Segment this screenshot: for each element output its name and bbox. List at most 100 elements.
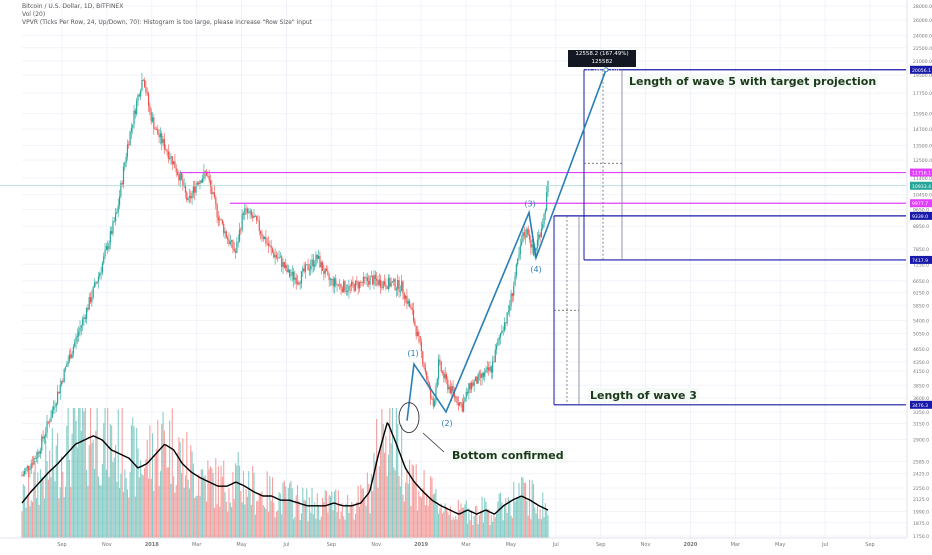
- volume-bar: [464, 504, 466, 538]
- candle-body: [397, 280, 399, 289]
- candle-body: [277, 257, 279, 259]
- y-tick-label: 3850.0: [913, 383, 929, 389]
- candle-body: [46, 421, 48, 433]
- candle-body: [332, 278, 334, 287]
- candle-body: [274, 255, 276, 258]
- volume-bar: [217, 466, 219, 538]
- price-label-text: 10933.4: [912, 184, 931, 190]
- candle-body: [465, 391, 467, 398]
- candle-body: [310, 266, 312, 270]
- volume-bar: [467, 523, 469, 538]
- candle-body: [217, 217, 220, 221]
- candle-body: [85, 308, 88, 319]
- volume-bar: [240, 491, 242, 538]
- volume-bar: [101, 464, 103, 538]
- volume-bar: [175, 484, 177, 538]
- volume-bar: [83, 411, 85, 538]
- volume-bar: [496, 513, 498, 538]
- candle-body: [531, 244, 533, 248]
- candle-body: [282, 262, 284, 267]
- volume-bar: [335, 489, 337, 538]
- candle-body: [451, 386, 453, 394]
- candle-body: [122, 167, 125, 185]
- volume-bar: [535, 513, 537, 538]
- volume-bar: [331, 491, 333, 538]
- candle-body: [354, 281, 357, 291]
- volume-bar: [282, 482, 284, 538]
- candle-body: [461, 403, 463, 412]
- candle-body: [495, 345, 498, 350]
- volume-bar: [37, 472, 39, 538]
- volume-bar: [296, 485, 299, 538]
- candle-body: [63, 369, 65, 382]
- volume-bar: [307, 521, 309, 538]
- candle-body: [411, 307, 413, 310]
- candle-body: [287, 269, 289, 272]
- candle-body: [26, 466, 28, 469]
- candle-body: [382, 281, 384, 288]
- volume-bar: [266, 471, 268, 538]
- volume-bar: [473, 516, 475, 538]
- candle-body: [452, 386, 454, 392]
- volume-bar: [216, 504, 218, 538]
- volume-bar: [286, 501, 288, 538]
- candle-body: [198, 182, 200, 185]
- volume-bar: [67, 408, 69, 538]
- volume-bar: [121, 408, 123, 538]
- volume-bar: [502, 520, 504, 538]
- candle-body: [443, 372, 445, 379]
- candle-body: [249, 210, 251, 213]
- volume-bar: [427, 506, 429, 538]
- volume-bar: [358, 506, 361, 538]
- candle-body: [121, 183, 123, 185]
- candle-body: [205, 172, 208, 176]
- volume-bar: [405, 482, 407, 538]
- volume-bar: [212, 472, 214, 538]
- volume-bar: [382, 424, 384, 538]
- candle-body: [285, 265, 287, 268]
- candle-body: [389, 277, 391, 287]
- volume-bar: [53, 466, 55, 538]
- x-tick-label: Nov: [102, 542, 112, 548]
- candle-body: [329, 279, 332, 281]
- volume-bar: [523, 482, 525, 538]
- candle-body: [41, 436, 43, 451]
- candle-body: [497, 339, 499, 346]
- candle-body: [158, 134, 160, 138]
- volume-bar: [148, 478, 150, 538]
- candle-body: [84, 317, 86, 319]
- volume-bar: [380, 449, 382, 538]
- volume-bar: [242, 470, 245, 538]
- volume-bar: [274, 517, 276, 538]
- volume-bar: [159, 470, 161, 538]
- candle-body: [191, 192, 193, 199]
- volume-bar: [30, 500, 32, 538]
- volume-bar: [87, 485, 89, 538]
- volume-bar: [79, 408, 81, 538]
- candle-body: [298, 282, 300, 285]
- volume-bar: [157, 420, 159, 538]
- candle-body: [43, 436, 46, 439]
- volume-bar: [403, 501, 405, 538]
- candle-body: [35, 458, 38, 459]
- y-tick-label: 10450.0: [913, 192, 932, 198]
- volume-bar: [228, 488, 230, 538]
- volume-bar: [505, 498, 507, 538]
- candle-body: [374, 274, 376, 280]
- volume-bar: [196, 495, 198, 538]
- volume-bar: [452, 516, 454, 538]
- candle-body: [96, 281, 98, 284]
- candle-body: [333, 278, 336, 287]
- y-tick-label: 7850.0: [913, 247, 929, 253]
- volume-bar: [278, 492, 280, 538]
- volume-bar: [31, 501, 34, 538]
- volume-bar: [145, 459, 147, 538]
- volume-bar: [432, 494, 434, 538]
- volume-bar: [237, 452, 239, 538]
- candle-body: [31, 463, 34, 465]
- volume-bar: [88, 444, 90, 538]
- volume-bar: [224, 492, 226, 538]
- candle-body: [300, 271, 303, 284]
